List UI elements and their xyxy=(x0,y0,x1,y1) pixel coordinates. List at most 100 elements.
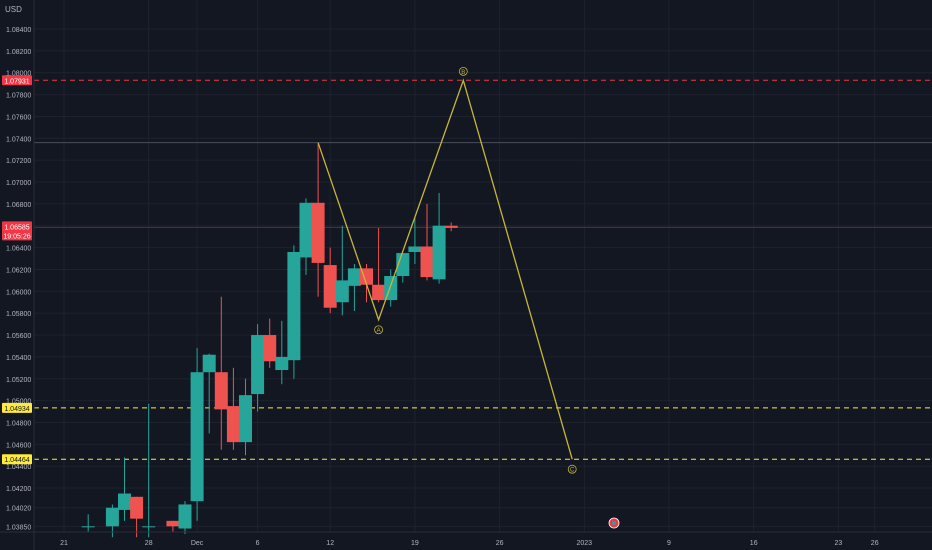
candle-body xyxy=(166,520,180,527)
x-tick-label: 28 xyxy=(145,540,153,547)
y-tick-label: 1.06000 xyxy=(6,289,31,296)
candle[interactable] xyxy=(190,348,204,521)
candle[interactable] xyxy=(372,227,386,303)
y-tick-label: 1.04400 xyxy=(6,464,31,471)
candle-body xyxy=(239,395,252,443)
candle-body xyxy=(432,225,446,280)
y-tick-label: 1.06400 xyxy=(6,246,31,253)
candle[interactable] xyxy=(178,501,192,534)
candle-body xyxy=(142,526,156,528)
candle[interactable] xyxy=(323,247,337,314)
candle-body xyxy=(202,354,216,373)
y-tick-label: 1.04800 xyxy=(6,420,31,427)
price-line-label: 1.07931 xyxy=(4,78,29,85)
last-price-label: 1.06585 xyxy=(4,224,29,231)
candles[interactable] xyxy=(81,143,458,538)
candle-body xyxy=(251,335,265,395)
candle-body xyxy=(130,496,144,519)
y-tick-label: 1.05600 xyxy=(6,333,31,340)
y-tick-label: 1.05000 xyxy=(6,399,31,406)
y-tick-label: 1.03850 xyxy=(6,524,31,531)
candle[interactable] xyxy=(408,216,422,264)
candle[interactable] xyxy=(202,353,216,434)
wave-point-marker[interactable] xyxy=(567,464,577,474)
x-tick-label: 16 xyxy=(750,540,758,547)
y-tick-label: 1.07400 xyxy=(6,136,31,143)
candle-body xyxy=(263,335,277,362)
candle-body xyxy=(408,246,422,252)
price-line-label-bg xyxy=(2,75,32,86)
candle-body xyxy=(311,202,325,263)
candle-body xyxy=(335,280,349,303)
price-labels: 1.07931 1.04934 1.04464 1.06585 19:05:26 xyxy=(2,75,32,465)
candle[interactable] xyxy=(226,367,240,450)
candle[interactable] xyxy=(347,263,361,311)
candle[interactable] xyxy=(214,296,228,450)
y-tick-label: 1.04200 xyxy=(6,486,31,493)
y-tick-label: 1.06800 xyxy=(6,202,31,209)
candle[interactable] xyxy=(81,514,95,532)
candle-body xyxy=(105,507,119,527)
candle[interactable] xyxy=(263,318,277,368)
x-tick-label: 26 xyxy=(496,540,504,547)
wave-point-marker[interactable] xyxy=(374,325,384,335)
candle[interactable] xyxy=(118,457,131,521)
candle-body xyxy=(299,202,313,258)
y-tick-label: 1.08400 xyxy=(6,27,31,34)
candle-body xyxy=(444,225,458,228)
candle[interactable] xyxy=(444,222,458,232)
candle[interactable] xyxy=(287,245,301,379)
x-tick-label: Dec xyxy=(191,540,204,547)
candle[interactable] xyxy=(251,324,265,412)
candle-body xyxy=(226,406,240,443)
x-tick-label: 2023 xyxy=(577,540,593,547)
y-tick-label: 1.05800 xyxy=(6,311,31,318)
candle-body xyxy=(360,268,373,285)
candle[interactable] xyxy=(130,496,144,538)
candle[interactable] xyxy=(420,203,434,281)
y-tick-label: 1.07000 xyxy=(6,180,31,187)
grid xyxy=(34,0,932,532)
candle[interactable] xyxy=(142,403,156,538)
price-line-label: 1.04464 xyxy=(4,457,29,464)
time-axis[interactable]: 21 28 Dec 6 12 19 26 2023 9 16 23 26 xyxy=(0,531,932,547)
y-tick-label: 1.08200 xyxy=(6,49,31,56)
y-tick-label: 1.05400 xyxy=(6,355,31,362)
candle[interactable] xyxy=(335,225,349,316)
candle[interactable] xyxy=(311,143,325,297)
y-tick-label: 1.06200 xyxy=(6,267,31,274)
candle-body xyxy=(323,265,337,308)
wave-pattern[interactable]: A B C xyxy=(317,66,577,474)
candle[interactable] xyxy=(275,320,289,385)
candle[interactable] xyxy=(299,198,313,275)
event-flag-icon[interactable] xyxy=(608,517,620,529)
candle-body xyxy=(178,504,192,529)
price-line-label: 1.04934 xyxy=(4,406,29,413)
y-tick-label: 1.05200 xyxy=(6,377,31,384)
candle[interactable] xyxy=(239,378,252,456)
countdown-label: 19:05:26 xyxy=(3,233,30,240)
y-tick-label: 1.08000 xyxy=(6,71,31,78)
price-lines xyxy=(34,79,932,460)
y-tick-label: 1.07800 xyxy=(6,93,31,100)
y-tick-label: 1.07200 xyxy=(6,158,31,165)
x-tick-label: 9 xyxy=(667,540,671,547)
y-tick-label: 1.04600 xyxy=(6,442,31,449)
x-tick-label: 26 xyxy=(871,540,879,547)
last-price-label-bg xyxy=(2,221,32,241)
wave-point-marker[interactable] xyxy=(458,66,468,76)
candle-body xyxy=(275,356,289,371)
price-axis[interactable]: 1.08400 1.08200 1.08000 1.07800 1.07600 1.074… xyxy=(6,0,35,550)
candle[interactable] xyxy=(166,520,180,532)
candle-body xyxy=(118,493,131,510)
candle-body xyxy=(372,284,386,301)
wave-point-label: B xyxy=(461,70,465,76)
x-tick-label: 19 xyxy=(411,540,419,547)
wave-point-label: C xyxy=(570,468,575,474)
candle[interactable] xyxy=(432,192,446,284)
x-tick-label: 12 xyxy=(326,540,334,547)
candle-body xyxy=(81,526,95,528)
wave-line[interactable] xyxy=(317,78,573,460)
